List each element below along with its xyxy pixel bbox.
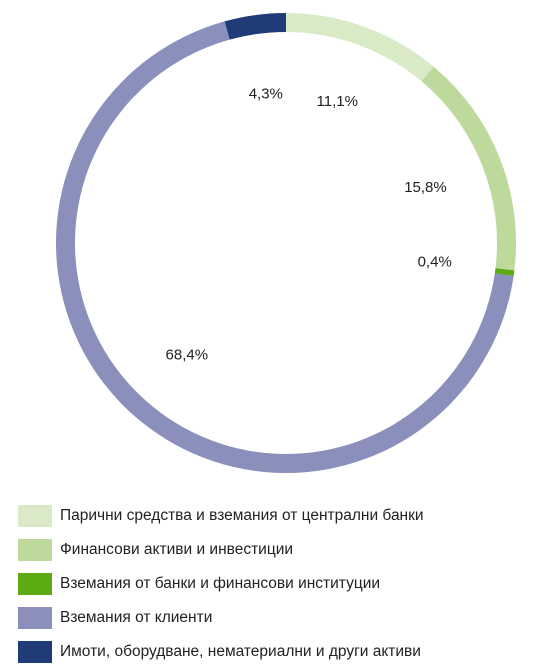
- donut-segment: [494, 268, 515, 277]
- legend-label: Имоти, оборудване, нематериални и други …: [60, 643, 421, 660]
- legend-label: Вземания от клиенти: [60, 609, 212, 626]
- data-label: 4,3%: [249, 85, 283, 102]
- legend-label: Финансови активи и инвестиции: [60, 541, 293, 558]
- data-label: 11,1%: [317, 93, 358, 110]
- legend-swatch: [18, 607, 52, 629]
- donut-segment: [286, 13, 434, 82]
- donut-segment: [421, 66, 516, 271]
- legend-swatch: [18, 505, 52, 527]
- legend-label: Вземания от банки и финансови институции: [60, 575, 380, 592]
- data-label: 15,8%: [404, 179, 447, 196]
- legend-label: Парични средства и вземания от централни…: [60, 507, 424, 524]
- data-label: 68,4%: [166, 346, 209, 363]
- legend-swatch: [18, 573, 52, 595]
- data-label: 0,4%: [418, 254, 452, 271]
- legend-swatch: [18, 539, 52, 561]
- legend-swatch: [18, 641, 52, 663]
- donut-segment: [224, 13, 286, 40]
